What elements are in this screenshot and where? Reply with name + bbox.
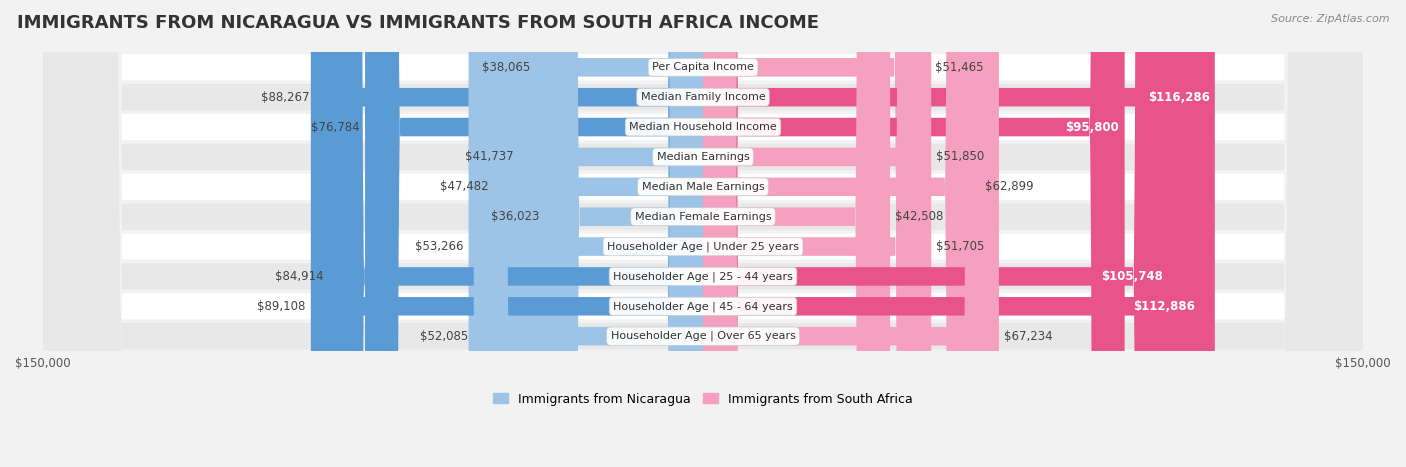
Text: $51,850: $51,850 xyxy=(936,150,984,163)
FancyBboxPatch shape xyxy=(42,0,1364,467)
Text: IMMIGRANTS FROM NICARAGUA VS IMMIGRANTS FROM SOUTH AFRICA INCOME: IMMIGRANTS FROM NICARAGUA VS IMMIGRANTS … xyxy=(17,14,818,32)
FancyBboxPatch shape xyxy=(703,0,890,467)
Text: Median Female Earnings: Median Female Earnings xyxy=(634,212,772,222)
Text: $116,286: $116,286 xyxy=(1147,91,1209,104)
Text: $53,266: $53,266 xyxy=(415,240,464,253)
FancyBboxPatch shape xyxy=(311,0,703,467)
Text: $52,085: $52,085 xyxy=(420,330,468,343)
Text: Householder Age | Under 25 years: Householder Age | Under 25 years xyxy=(607,241,799,252)
FancyBboxPatch shape xyxy=(519,0,703,467)
Text: $51,465: $51,465 xyxy=(935,61,983,74)
FancyBboxPatch shape xyxy=(703,0,980,467)
FancyBboxPatch shape xyxy=(42,0,1364,467)
FancyBboxPatch shape xyxy=(468,0,703,467)
Text: $42,508: $42,508 xyxy=(896,210,943,223)
Text: Median Earnings: Median Earnings xyxy=(657,152,749,162)
Text: Median Household Income: Median Household Income xyxy=(628,122,778,132)
Text: Householder Age | 25 - 44 years: Householder Age | 25 - 44 years xyxy=(613,271,793,282)
FancyBboxPatch shape xyxy=(703,0,931,467)
Text: $89,108: $89,108 xyxy=(257,300,305,313)
Text: $62,899: $62,899 xyxy=(986,180,1033,193)
Text: Source: ZipAtlas.com: Source: ZipAtlas.com xyxy=(1271,14,1389,24)
FancyBboxPatch shape xyxy=(703,0,998,467)
FancyBboxPatch shape xyxy=(329,0,703,467)
FancyBboxPatch shape xyxy=(315,0,703,467)
FancyBboxPatch shape xyxy=(474,0,703,467)
Text: Median Male Earnings: Median Male Earnings xyxy=(641,182,765,192)
FancyBboxPatch shape xyxy=(42,0,1364,467)
Text: $105,748: $105,748 xyxy=(1101,270,1163,283)
FancyBboxPatch shape xyxy=(42,0,1364,467)
FancyBboxPatch shape xyxy=(494,0,703,467)
FancyBboxPatch shape xyxy=(42,0,1364,467)
Text: $47,482: $47,482 xyxy=(440,180,489,193)
FancyBboxPatch shape xyxy=(42,0,1364,467)
Legend: Immigrants from Nicaragua, Immigrants from South Africa: Immigrants from Nicaragua, Immigrants fr… xyxy=(488,388,918,410)
Text: Median Family Income: Median Family Income xyxy=(641,92,765,102)
Text: $95,800: $95,800 xyxy=(1066,120,1119,134)
Text: Householder Age | Over 65 years: Householder Age | Over 65 years xyxy=(610,331,796,341)
Text: $84,914: $84,914 xyxy=(276,270,323,283)
Text: $67,234: $67,234 xyxy=(1004,330,1053,343)
Text: $76,784: $76,784 xyxy=(311,120,360,134)
FancyBboxPatch shape xyxy=(42,0,1364,467)
FancyBboxPatch shape xyxy=(536,0,703,467)
FancyBboxPatch shape xyxy=(42,0,1364,467)
FancyBboxPatch shape xyxy=(42,0,1364,467)
FancyBboxPatch shape xyxy=(703,0,929,467)
FancyBboxPatch shape xyxy=(703,0,931,467)
FancyBboxPatch shape xyxy=(366,0,703,467)
FancyBboxPatch shape xyxy=(703,0,1125,467)
Text: $51,705: $51,705 xyxy=(936,240,984,253)
Text: Per Capita Income: Per Capita Income xyxy=(652,62,754,72)
FancyBboxPatch shape xyxy=(703,0,1168,467)
FancyBboxPatch shape xyxy=(544,0,703,467)
FancyBboxPatch shape xyxy=(703,0,1215,467)
Text: Householder Age | 45 - 64 years: Householder Age | 45 - 64 years xyxy=(613,301,793,311)
Text: $112,886: $112,886 xyxy=(1133,300,1195,313)
FancyBboxPatch shape xyxy=(42,0,1364,467)
Text: $38,065: $38,065 xyxy=(482,61,530,74)
FancyBboxPatch shape xyxy=(703,0,1199,467)
Text: $36,023: $36,023 xyxy=(491,210,538,223)
Text: $88,267: $88,267 xyxy=(260,91,309,104)
Text: $41,737: $41,737 xyxy=(465,150,515,163)
